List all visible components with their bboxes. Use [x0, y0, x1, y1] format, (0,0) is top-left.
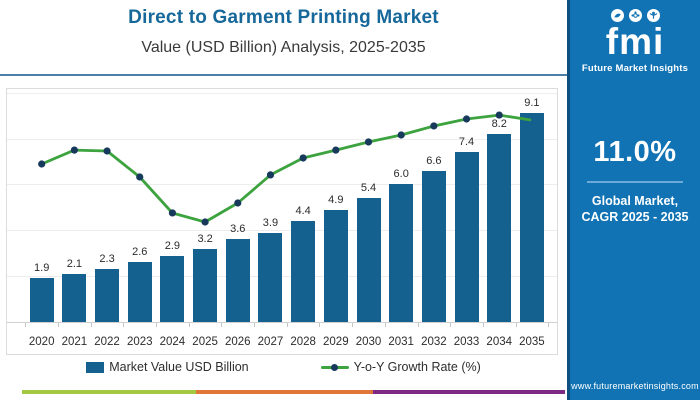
- legend-label-growth-rate: Y-o-Y Growth Rate (%): [353, 360, 481, 374]
- line-series-swatch-icon: [320, 361, 349, 373]
- bar-2025: [193, 248, 218, 322]
- bar-value-label: 7.4: [458, 136, 475, 149]
- x-axis-tick: [417, 323, 419, 327]
- x-axis-tick: [384, 323, 386, 327]
- bar-value-label: 6.0: [393, 168, 409, 181]
- x-axis-tick: [221, 323, 223, 327]
- bar-value-label: 8.2: [491, 117, 507, 130]
- bar-2023: [127, 262, 152, 322]
- bar-2028: [291, 221, 316, 322]
- bar-value-label: 2.1: [66, 257, 83, 270]
- page-title: Direct to Garment Printing Market: [128, 7, 439, 28]
- x-axis-tick: [352, 323, 354, 327]
- x-tick-label-2024: 2024: [159, 336, 186, 348]
- bar-value-label: 5.4: [360, 182, 377, 195]
- x-tick-label-2034: 2034: [486, 336, 513, 348]
- x-tick-label-2022: 2022: [94, 336, 120, 348]
- x-axis-tick: [25, 323, 27, 327]
- panel-divider: [587, 181, 683, 183]
- page-subtitle: Value (USD Billion) Analysis, 2025-2035: [141, 39, 426, 56]
- x-axis-tick: [319, 323, 321, 327]
- bar-2022: [95, 269, 120, 322]
- x-tick-label-2030: 2030: [355, 336, 382, 348]
- hand-leaf-icon: [610, 9, 624, 22]
- bar-2033: [454, 152, 479, 322]
- x-tick-label-2021: 2021: [61, 336, 88, 348]
- strip-purple-segment: [372, 390, 565, 394]
- x-axis-tick: [482, 323, 484, 327]
- bar-value-label: 3.2: [197, 232, 213, 245]
- gridline: [7, 230, 557, 232]
- bar-value-label: 2.9: [164, 239, 181, 252]
- bar-value-label: 3.6: [230, 223, 246, 236]
- x-tick-label-2023: 2023: [126, 336, 153, 348]
- website-link[interactable]: www.futuremarketinsights.com: [571, 381, 699, 391]
- bar-2020: [29, 278, 54, 322]
- bar-value-label: 4.9: [328, 193, 344, 206]
- x-tick-label-2026: 2026: [224, 336, 251, 348]
- header-divider: [0, 74, 567, 76]
- fmi-logo-subtext: Future Market Insights: [581, 63, 689, 74]
- x-tick-label-2028: 2028: [290, 336, 316, 348]
- strip-orange-segment: [195, 390, 373, 394]
- brand-panel: fmi Future Market Insights 11.0% Global …: [567, 0, 700, 400]
- cagr-label-line1: Global Market,: [591, 194, 679, 208]
- bar-2030: [356, 198, 381, 322]
- x-axis-tick: [515, 323, 517, 327]
- bar-2035: [519, 113, 544, 322]
- bar-2031: [389, 184, 414, 322]
- bar-2032: [421, 170, 446, 322]
- x-tick-label-2027: 2027: [257, 336, 284, 348]
- bar-value-label: 4.4: [295, 205, 311, 218]
- header: Direct to Garment Printing Market Value …: [0, 0, 567, 57]
- bar-value-label: 9.1: [524, 97, 540, 110]
- legend-label-market-value: Market Value USD Billion: [109, 360, 249, 374]
- bar-2026: [225, 239, 250, 322]
- chart-legend: Market Value USD Billion Y-o-Y Growth Ra…: [0, 360, 567, 374]
- person-flag-icon: [646, 9, 660, 22]
- x-axis-tick: [58, 323, 60, 327]
- legend-item-growth-rate: Y-o-Y Growth Rate (%): [320, 360, 481, 374]
- globe-people-icon: [628, 9, 642, 22]
- x-axis-tick: [254, 323, 256, 327]
- bar-2034: [487, 133, 512, 322]
- x-axis-tick: [450, 323, 452, 327]
- legend-item-market-value: Market Value USD Billion: [86, 360, 249, 374]
- x-tick-label-2031: 2031: [388, 336, 414, 348]
- x-tick-label-2029: 2029: [323, 336, 349, 348]
- bar-2027: [258, 232, 283, 322]
- bar-value-label: 2.6: [132, 246, 148, 259]
- fmi-logo-text: fmi: [605, 21, 665, 62]
- fmi-logo-icons: [570, 9, 700, 22]
- x-tick-label-2020: 2020: [28, 336, 55, 348]
- cagr-label-line2: CAGR 2025 - 2035: [581, 210, 689, 224]
- x-tick-label-2035: 2035: [519, 336, 545, 348]
- strip-green-segment: [22, 390, 196, 394]
- gridline: [7, 92, 557, 94]
- footer-color-strip: [22, 390, 565, 394]
- bar-2029: [323, 209, 348, 322]
- cagr-value: 11.0%: [593, 136, 677, 168]
- x-tick-label-2032: 2032: [421, 336, 447, 348]
- bar-2021: [62, 273, 87, 322]
- bar-value-label: 3.9: [262, 216, 279, 229]
- x-axis-tick: [156, 323, 158, 327]
- bar-2024: [160, 255, 185, 322]
- bar-series-swatch-icon: [86, 361, 105, 373]
- bar-value-label: 1.9: [34, 262, 50, 275]
- x-axis-tick: [90, 323, 92, 327]
- bar-value-label: 6.6: [426, 154, 442, 167]
- x-axis-tick: [548, 323, 550, 327]
- x-axis-line: [7, 322, 557, 323]
- plot-area: [6, 88, 558, 355]
- x-axis-tick: [123, 323, 125, 327]
- x-axis-tick: [286, 323, 288, 327]
- x-tick-label-2033: 2033: [453, 336, 480, 348]
- x-axis-tick: [188, 323, 190, 327]
- bar-value-label: 2.3: [99, 253, 115, 266]
- x-tick-label-2025: 2025: [192, 336, 218, 348]
